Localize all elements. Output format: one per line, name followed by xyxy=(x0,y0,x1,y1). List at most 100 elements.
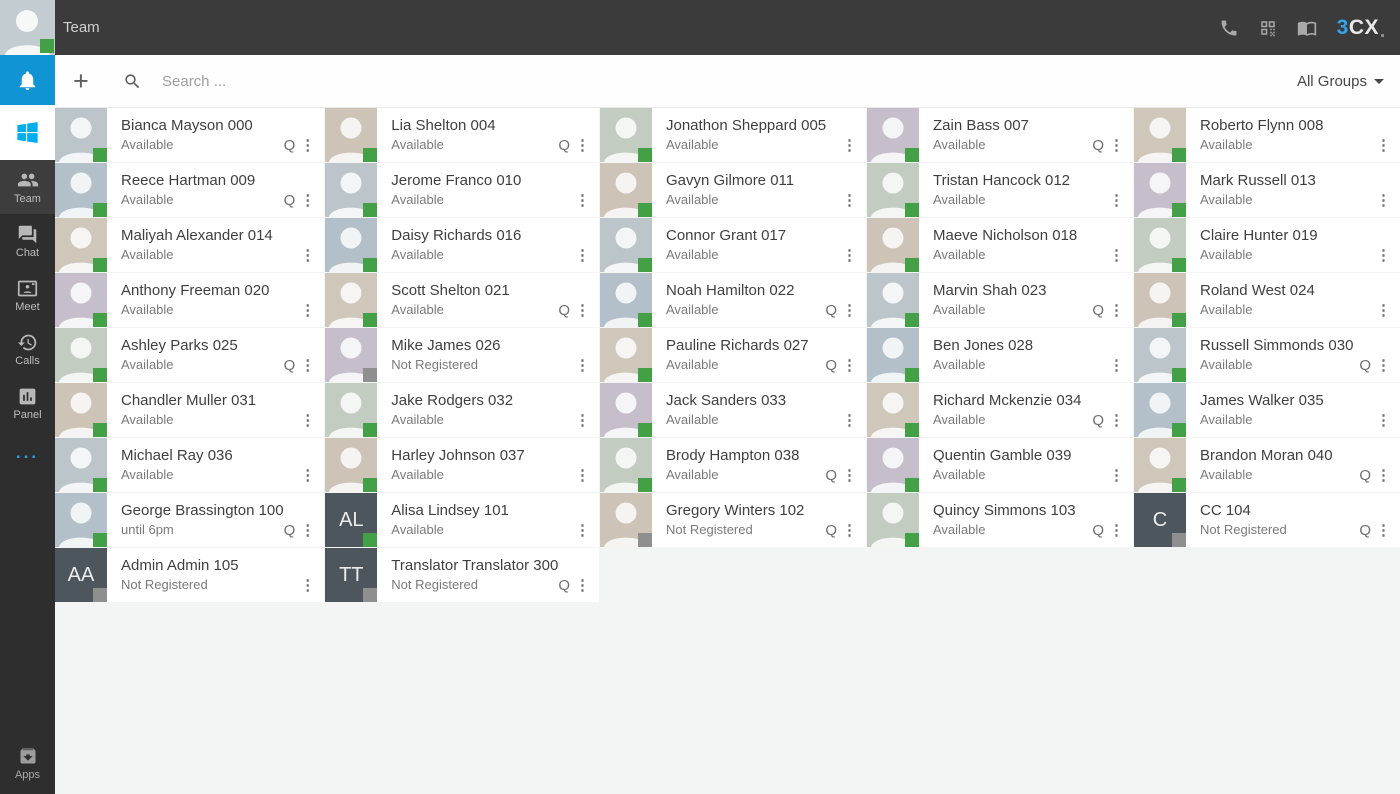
qr-code-button[interactable] xyxy=(1259,19,1277,37)
sidebar-item-calls[interactable]: Calls xyxy=(0,322,55,376)
contact-card[interactable]: Jonathon Sheppard 005 Available ⋮ xyxy=(600,108,866,162)
contact-card[interactable]: Roberto Flynn 008 Available ⋮ xyxy=(1134,108,1400,162)
current-user-avatar[interactable] xyxy=(0,0,55,55)
kebab-menu-icon[interactable]: ⋮ xyxy=(575,246,590,264)
kebab-menu-icon[interactable]: ⋮ xyxy=(300,356,316,374)
kebab-menu-icon[interactable]: ⋮ xyxy=(1376,521,1391,539)
contact-card[interactable]: Gregory Winters 102 Not Registered Q ⋮ xyxy=(600,493,866,547)
kebab-menu-icon[interactable]: ⋮ xyxy=(575,521,590,539)
search-input[interactable] xyxy=(162,72,1297,90)
windows-app-button[interactable] xyxy=(0,105,55,160)
kebab-menu-icon[interactable]: ⋮ xyxy=(842,466,857,484)
add-contact-button[interactable]: + xyxy=(73,65,89,96)
contact-card[interactable]: Maliyah Alexander 014 Available ⋮ xyxy=(55,218,325,272)
contact-card[interactable]: Ashley Parks 025 Available Q ⋮ xyxy=(55,328,325,382)
kebab-menu-icon[interactable]: ⋮ xyxy=(300,521,316,539)
kebab-menu-icon[interactable]: ⋮ xyxy=(842,191,857,209)
kebab-menu-icon[interactable]: ⋮ xyxy=(1376,466,1391,484)
contact-card[interactable]: Jerome Franco 010 Available ⋮ xyxy=(325,163,599,217)
contact-card[interactable]: Zain Bass 007 Available Q ⋮ xyxy=(867,108,1133,162)
kebab-menu-icon[interactable]: ⋮ xyxy=(575,136,590,154)
contact-card[interactable]: Jake Rodgers 032 Available ⋮ xyxy=(325,383,599,437)
kebab-menu-icon[interactable]: ⋮ xyxy=(575,466,590,484)
kebab-menu-icon[interactable]: ⋮ xyxy=(300,576,316,594)
contact-card[interactable]: Richard Mckenzie 034 Available Q ⋮ xyxy=(867,383,1133,437)
kebab-menu-icon[interactable]: ⋮ xyxy=(842,246,857,264)
kebab-menu-icon[interactable]: ⋮ xyxy=(1376,301,1391,319)
contact-card[interactable]: Tristan Hancock 012 Available ⋮ xyxy=(867,163,1133,217)
contact-card[interactable]: Gavyn Gilmore 011 Available ⋮ xyxy=(600,163,866,217)
kebab-menu-icon[interactable]: ⋮ xyxy=(575,576,590,594)
kebab-menu-icon[interactable]: ⋮ xyxy=(1109,466,1124,484)
contact-card[interactable]: Pauline Richards 027 Available Q ⋮ xyxy=(600,328,866,382)
contact-card[interactable]: Roland West 024 Available ⋮ xyxy=(1134,273,1400,327)
contact-card[interactable]: Quincy Simmons 103 Available Q ⋮ xyxy=(867,493,1133,547)
kebab-menu-icon[interactable]: ⋮ xyxy=(1109,246,1124,264)
sidebar-item-team[interactable]: Team xyxy=(0,160,55,214)
contact-card[interactable]: Mark Russell 013 Available ⋮ xyxy=(1134,163,1400,217)
contact-card[interactable]: Daisy Richards 016 Available ⋮ xyxy=(325,218,599,272)
kebab-menu-icon[interactable]: ⋮ xyxy=(300,246,316,264)
kebab-menu-icon[interactable]: ⋮ xyxy=(300,411,316,429)
kebab-menu-icon[interactable]: ⋮ xyxy=(1376,136,1391,154)
sidebar-item-meet[interactable]: Meet xyxy=(0,268,55,322)
contact-card[interactable]: Anthony Freeman 020 Available ⋮ xyxy=(55,273,325,327)
contact-card[interactable]: Bianca Mayson 000 Available Q ⋮ xyxy=(55,108,325,162)
contact-card[interactable]: Reece Hartman 009 Available Q ⋮ xyxy=(55,163,325,217)
sidebar-item-panel[interactable]: Panel xyxy=(0,376,55,430)
kebab-menu-icon[interactable]: ⋮ xyxy=(1109,356,1124,374)
kebab-menu-icon[interactable]: ⋮ xyxy=(1376,246,1391,264)
kebab-menu-icon[interactable]: ⋮ xyxy=(575,191,590,209)
kebab-menu-icon[interactable]: ⋮ xyxy=(300,466,316,484)
contact-card[interactable]: Chandler Muller 031 Available ⋮ xyxy=(55,383,325,437)
contact-card[interactable]: Claire Hunter 019 Available ⋮ xyxy=(1134,218,1400,272)
contact-card[interactable]: Jack Sanders 033 Available ⋮ xyxy=(600,383,866,437)
sidebar-more-button[interactable]: ... xyxy=(0,430,55,476)
kebab-menu-icon[interactable]: ⋮ xyxy=(575,411,590,429)
kebab-menu-icon[interactable]: ⋮ xyxy=(1376,356,1391,374)
sidebar-item-chat[interactable]: Chat xyxy=(0,214,55,268)
contact-card[interactable]: Michael Ray 036 Available ⋮ xyxy=(55,438,325,492)
contact-card[interactable]: Lia Shelton 004 Available Q ⋮ xyxy=(325,108,599,162)
contact-card[interactable]: AL Alisa Lindsey 101 Available ⋮ xyxy=(325,493,599,547)
contact-card[interactable]: C CC 104 Not Registered Q ⋮ xyxy=(1134,493,1400,547)
contact-card[interactable]: Ben Jones 028 Available ⋮ xyxy=(867,328,1133,382)
contact-card[interactable]: AA Admin Admin 105 Not Registered ⋮ xyxy=(55,548,325,602)
kebab-menu-icon[interactable]: ⋮ xyxy=(1376,191,1391,209)
contact-card[interactable]: Scott Shelton 021 Available Q ⋮ xyxy=(325,273,599,327)
contact-card[interactable]: Marvin Shah 023 Available Q ⋮ xyxy=(867,273,1133,327)
kebab-menu-icon[interactable]: ⋮ xyxy=(1109,521,1124,539)
contact-card[interactable]: TT Translator Translator 300 Not Registe… xyxy=(325,548,599,602)
contact-card[interactable]: Brody Hampton 038 Available Q ⋮ xyxy=(600,438,866,492)
dialer-button[interactable] xyxy=(1219,18,1239,38)
contact-card[interactable]: Brandon Moran 040 Available Q ⋮ xyxy=(1134,438,1400,492)
contact-card[interactable]: Connor Grant 017 Available ⋮ xyxy=(600,218,866,272)
kebab-menu-icon[interactable]: ⋮ xyxy=(1109,191,1124,209)
kebab-menu-icon[interactable]: ⋮ xyxy=(300,301,316,319)
contact-card[interactable]: Maeve Nicholson 018 Available ⋮ xyxy=(867,218,1133,272)
contact-card[interactable]: James Walker 035 Available ⋮ xyxy=(1134,383,1400,437)
group-filter-dropdown[interactable]: All Groups xyxy=(1297,73,1384,90)
kebab-menu-icon[interactable]: ⋮ xyxy=(1109,136,1124,154)
contact-card[interactable]: Mike James 026 Not Registered ⋮ xyxy=(325,328,599,382)
contact-card[interactable]: Harley Johnson 037 Available ⋮ xyxy=(325,438,599,492)
kebab-menu-icon[interactable]: ⋮ xyxy=(842,521,857,539)
kebab-menu-icon[interactable]: ⋮ xyxy=(842,356,857,374)
contact-card[interactable]: Quentin Gamble 039 Available ⋮ xyxy=(867,438,1133,492)
kebab-menu-icon[interactable]: ⋮ xyxy=(842,411,857,429)
notifications-button[interactable] xyxy=(0,55,55,105)
kebab-menu-icon[interactable]: ⋮ xyxy=(1109,301,1124,319)
kebab-menu-icon[interactable]: ⋮ xyxy=(300,191,316,209)
kebab-menu-icon[interactable]: ⋮ xyxy=(575,301,590,319)
kebab-menu-icon[interactable]: ⋮ xyxy=(842,301,857,319)
contact-card[interactable]: Noah Hamilton 022 Available Q ⋮ xyxy=(600,273,866,327)
contact-card[interactable]: George Brassington 100 until 6pm Q ⋮ xyxy=(55,493,325,547)
kebab-menu-icon[interactable]: ⋮ xyxy=(842,136,857,154)
kebab-menu-icon[interactable]: ⋮ xyxy=(575,356,590,374)
contacts-book-button[interactable] xyxy=(1297,18,1317,38)
sidebar-item-apps[interactable]: Apps xyxy=(0,732,55,794)
kebab-menu-icon[interactable]: ⋮ xyxy=(300,136,316,154)
kebab-menu-icon[interactable]: ⋮ xyxy=(1376,411,1391,429)
kebab-menu-icon[interactable]: ⋮ xyxy=(1109,411,1124,429)
contact-card[interactable]: Russell Simmonds 030 Available Q ⋮ xyxy=(1134,328,1400,382)
